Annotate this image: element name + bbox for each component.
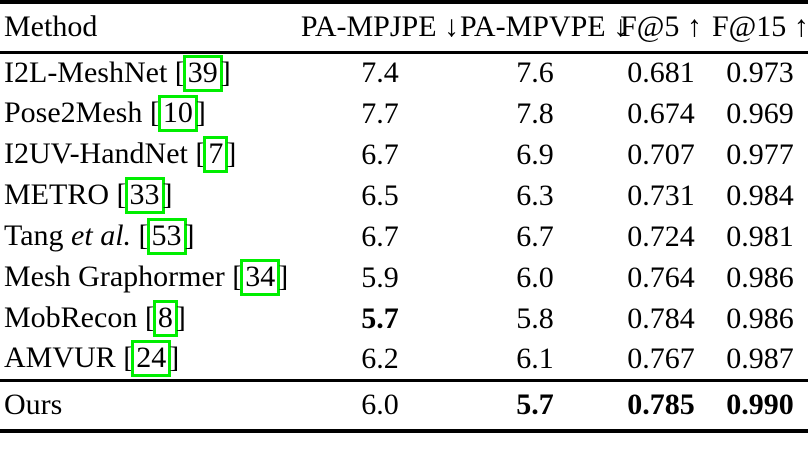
method-cell: I2L-MeshNet [39]	[0, 52, 300, 93]
value-cell: 0.981	[726, 219, 794, 253]
col-header-pa-mpjpe: PA-MPJPE ↓	[300, 10, 460, 44]
method-name: I2L-MeshNet	[4, 55, 168, 89]
value-cell: 6.7	[361, 137, 399, 171]
value-cell: 5.7	[516, 388, 554, 422]
value-cell: 7.8	[516, 96, 554, 130]
table-row: Pose2Mesh [10] 7.7 7.8 0.674 0.969	[0, 93, 808, 134]
value-cell: 6.7	[516, 219, 554, 253]
ours-row: Ours 6.0 5.7 0.785 0.990	[0, 380, 808, 431]
citation-link[interactable]: 24	[131, 340, 172, 378]
method-cell: Mesh Graphormer [34]	[0, 257, 300, 298]
table-row: MobRecon [8] 5.7 5.8 0.784 0.986	[0, 298, 808, 339]
value-cell: 5.9	[361, 260, 399, 294]
value-cell: 5.8	[516, 301, 554, 335]
results-table: Method PA-MPJPE ↓ PA-MPVPE ↓ F@5 ↑ F@15 …	[0, 2, 808, 431]
table-header: Method PA-MPJPE ↓ PA-MPVPE ↓ F@5 ↑ F@15 …	[0, 2, 808, 52]
table-body: I2L-MeshNet [39] 7.4 7.6 0.681 0.973 Pos…	[0, 52, 808, 380]
citation-link[interactable]: 8	[152, 300, 178, 337]
citation: [10]	[150, 95, 206, 132]
method-name: Mesh Graphormer	[4, 260, 225, 294]
method-cell: I2UV-HandNet [7]	[0, 134, 300, 175]
value-cell: 0.987	[726, 341, 794, 375]
value-cell: 7.4	[361, 56, 399, 90]
method-cell: AMVUR [24]	[0, 339, 300, 380]
table-row: I2UV-HandNet [7] 6.7 6.9 0.707 0.977	[0, 134, 808, 175]
method-cell: Tang et al. [53]	[0, 216, 300, 257]
table-row: AMVUR [24] 6.2 6.1 0.767 0.987	[0, 339, 808, 380]
value-cell: 6.0	[361, 388, 399, 422]
value-cell: 6.5	[361, 178, 399, 212]
value-cell: 7.6	[516, 56, 554, 90]
citation-link[interactable]: 10	[157, 95, 198, 132]
value-cell: 0.785	[627, 388, 695, 422]
method-name: Pose2Mesh	[4, 96, 143, 130]
method-name: AMVUR	[4, 341, 116, 375]
value-cell: 6.2	[361, 341, 399, 375]
value-cell: 6.7	[361, 219, 399, 253]
value-cell: 0.767	[627, 341, 695, 375]
value-cell: 0.986	[726, 260, 794, 294]
value-cell: 5.7	[361, 301, 399, 335]
citation-link[interactable]: 33	[124, 177, 165, 214]
value-cell: 0.969	[726, 96, 794, 130]
table-row: Mesh Graphormer [34] 5.9 6.0 0.764 0.986	[0, 257, 808, 298]
value-cell: 6.1	[516, 341, 554, 375]
method-cell: Ours	[4, 388, 63, 422]
citation-link[interactable]: 39	[182, 54, 223, 92]
col-header-pa-mpvpe: PA-MPVPE ↓	[460, 10, 629, 44]
value-cell: 0.973	[726, 56, 794, 90]
value-cell: 6.9	[516, 137, 554, 171]
citation: [7]	[195, 136, 236, 173]
value-cell: 0.977	[726, 137, 794, 171]
value-cell: 7.7	[361, 96, 399, 130]
value-cell: 0.674	[627, 96, 695, 130]
method-name: Tang	[4, 219, 72, 253]
value-cell: 0.986	[726, 301, 794, 335]
col-header-f5: F@5 ↑	[620, 10, 702, 44]
citation: [39]	[175, 54, 231, 92]
value-cell: 6.0	[516, 260, 554, 294]
citation-link[interactable]: 53	[146, 218, 187, 255]
value-cell: 0.990	[726, 388, 794, 422]
method-name: I2UV-HandNet	[4, 137, 188, 171]
value-cell: 0.731	[627, 178, 695, 212]
method-name: METRO	[4, 178, 109, 212]
table-row: METRO [33] 6.5 6.3 0.731 0.984	[0, 175, 808, 216]
citation: [34]	[232, 259, 288, 296]
value-cell: 0.984	[726, 178, 794, 212]
value-cell: 0.724	[627, 219, 695, 253]
col-header-method: Method	[4, 10, 98, 44]
citation: [33]	[117, 177, 173, 214]
method-name-italic: et al.	[71, 219, 132, 253]
col-header-f15: F@15 ↑	[712, 10, 808, 44]
value-cell: 0.681	[627, 56, 695, 90]
citation-link[interactable]: 7	[203, 136, 229, 173]
citation: [8]	[145, 300, 186, 337]
citation-link[interactable]: 34	[240, 259, 281, 296]
citation: [24]	[123, 340, 179, 378]
table-row: I2L-MeshNet [39] 7.4 7.6 0.681 0.973	[0, 52, 808, 93]
method-cell: METRO [33]	[0, 175, 300, 216]
value-cell: 0.707	[627, 137, 695, 171]
method-cell: Pose2Mesh [10]	[0, 93, 300, 134]
value-cell: 0.784	[627, 301, 695, 335]
header-row: Method PA-MPJPE ↓ PA-MPVPE ↓ F@5 ↑ F@15 …	[0, 2, 808, 52]
value-cell: 0.764	[627, 260, 695, 294]
method-name: MobRecon	[4, 301, 138, 335]
table-row: Tang et al. [53] 6.7 6.7 0.724 0.981	[0, 216, 808, 257]
method-cell: MobRecon [8]	[0, 298, 300, 339]
citation: [53]	[139, 218, 195, 255]
table-footer: Ours 6.0 5.7 0.785 0.990	[0, 380, 808, 431]
value-cell: 6.3	[516, 178, 554, 212]
